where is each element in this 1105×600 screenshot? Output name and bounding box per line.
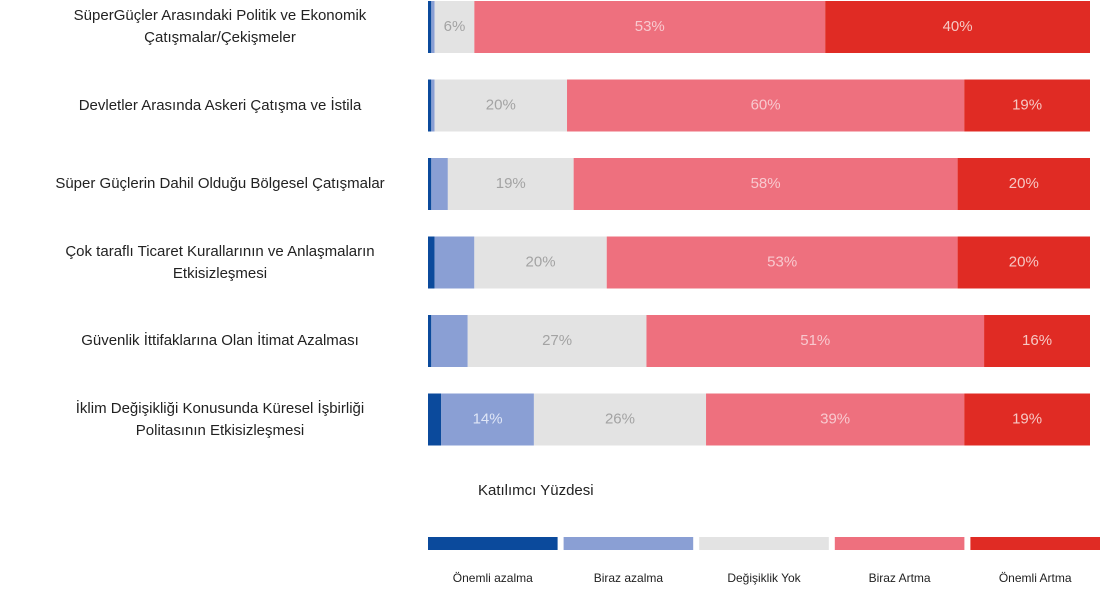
- value-label: 19%: [1012, 410, 1042, 427]
- bar-segment: [646, 315, 985, 367]
- value-label: 20%: [486, 96, 516, 113]
- legend-swatch: [970, 537, 1100, 550]
- bar-segment: [428, 393, 442, 446]
- bar-segment: [428, 79, 432, 132]
- bar-segment: [573, 158, 958, 210]
- bar-segment: [964, 79, 1090, 132]
- bar-segment: [474, 1, 826, 53]
- bar-segment: [428, 315, 432, 367]
- value-label: 20%: [526, 253, 556, 270]
- category-label: Güvenlik İttifaklarına Olan İtimat Azalm…: [81, 332, 359, 349]
- value-label: 20%: [1009, 253, 1039, 270]
- bar-segment: [434, 1, 475, 53]
- value-label: 14%: [473, 410, 503, 427]
- bar-segment: [567, 79, 965, 132]
- value-label: 53%: [635, 18, 665, 35]
- bar-segment: [441, 393, 534, 446]
- value-label: 19%: [1012, 96, 1042, 113]
- bar-segment: [428, 158, 432, 210]
- value-label: 39%: [820, 410, 850, 427]
- legend-label: Önemli Artma: [998, 571, 1072, 585]
- bar-segment: [533, 393, 707, 446]
- bar-segment: [957, 236, 1090, 289]
- bar-segment: [431, 315, 468, 367]
- value-label: 27%: [542, 332, 572, 349]
- category-label: İklim Değişikliği Konusunda Küresel İşbi…: [75, 399, 365, 439]
- bar-segment: [447, 158, 574, 210]
- bar-segment: [428, 1, 432, 53]
- value-label: 53%: [767, 253, 797, 270]
- value-label: 40%: [943, 18, 973, 35]
- legend-swatch: [699, 537, 829, 550]
- bar-segment: [434, 79, 568, 132]
- bar-segment: [434, 236, 475, 289]
- category-label: Süper Güçlerin Dahil Olduğu Bölgesel Çat…: [55, 175, 385, 192]
- bar-segment: [957, 158, 1090, 210]
- bar-segment: [467, 315, 647, 367]
- bar-segment: [474, 236, 607, 289]
- bar-segment: [431, 158, 448, 210]
- legend-label: Önemli azalma: [452, 571, 533, 585]
- bar-segment: [431, 79, 435, 132]
- legend-label: Biraz azalma: [593, 571, 664, 585]
- bar-segment: [964, 393, 1090, 446]
- bar-segment: [606, 236, 958, 289]
- bar-segment: [431, 1, 435, 53]
- x-axis-label: Katılımcı Yüzdesi: [478, 482, 594, 499]
- category-label: Çok taraflı Ticaret Kurallarının ve Anla…: [65, 242, 375, 282]
- category-label: SüperGüçler Arasındaki Politik ve Ekonom…: [73, 7, 367, 46]
- value-label: 6%: [444, 18, 466, 35]
- value-label: 60%: [751, 96, 781, 113]
- legend-label: Değişiklik Yok: [727, 571, 801, 585]
- legend-label: Biraz Artma: [868, 571, 931, 585]
- bar-segment: [706, 393, 965, 446]
- category-label: Devletler Arasında Askeri Çatışma ve İst…: [78, 96, 362, 114]
- value-label: 19%: [496, 175, 526, 192]
- value-label: 58%: [751, 175, 781, 192]
- bar-segment: [984, 315, 1090, 367]
- value-label: 51%: [800, 332, 830, 349]
- bar-segment: [428, 236, 435, 289]
- legend-swatch: [563, 537, 694, 550]
- legend-swatch: [834, 537, 965, 550]
- value-label: 20%: [1009, 175, 1039, 192]
- legend-swatch: [428, 537, 558, 550]
- bar-segment: [825, 1, 1090, 53]
- value-label: 16%: [1022, 332, 1052, 349]
- value-label: 26%: [605, 410, 635, 427]
